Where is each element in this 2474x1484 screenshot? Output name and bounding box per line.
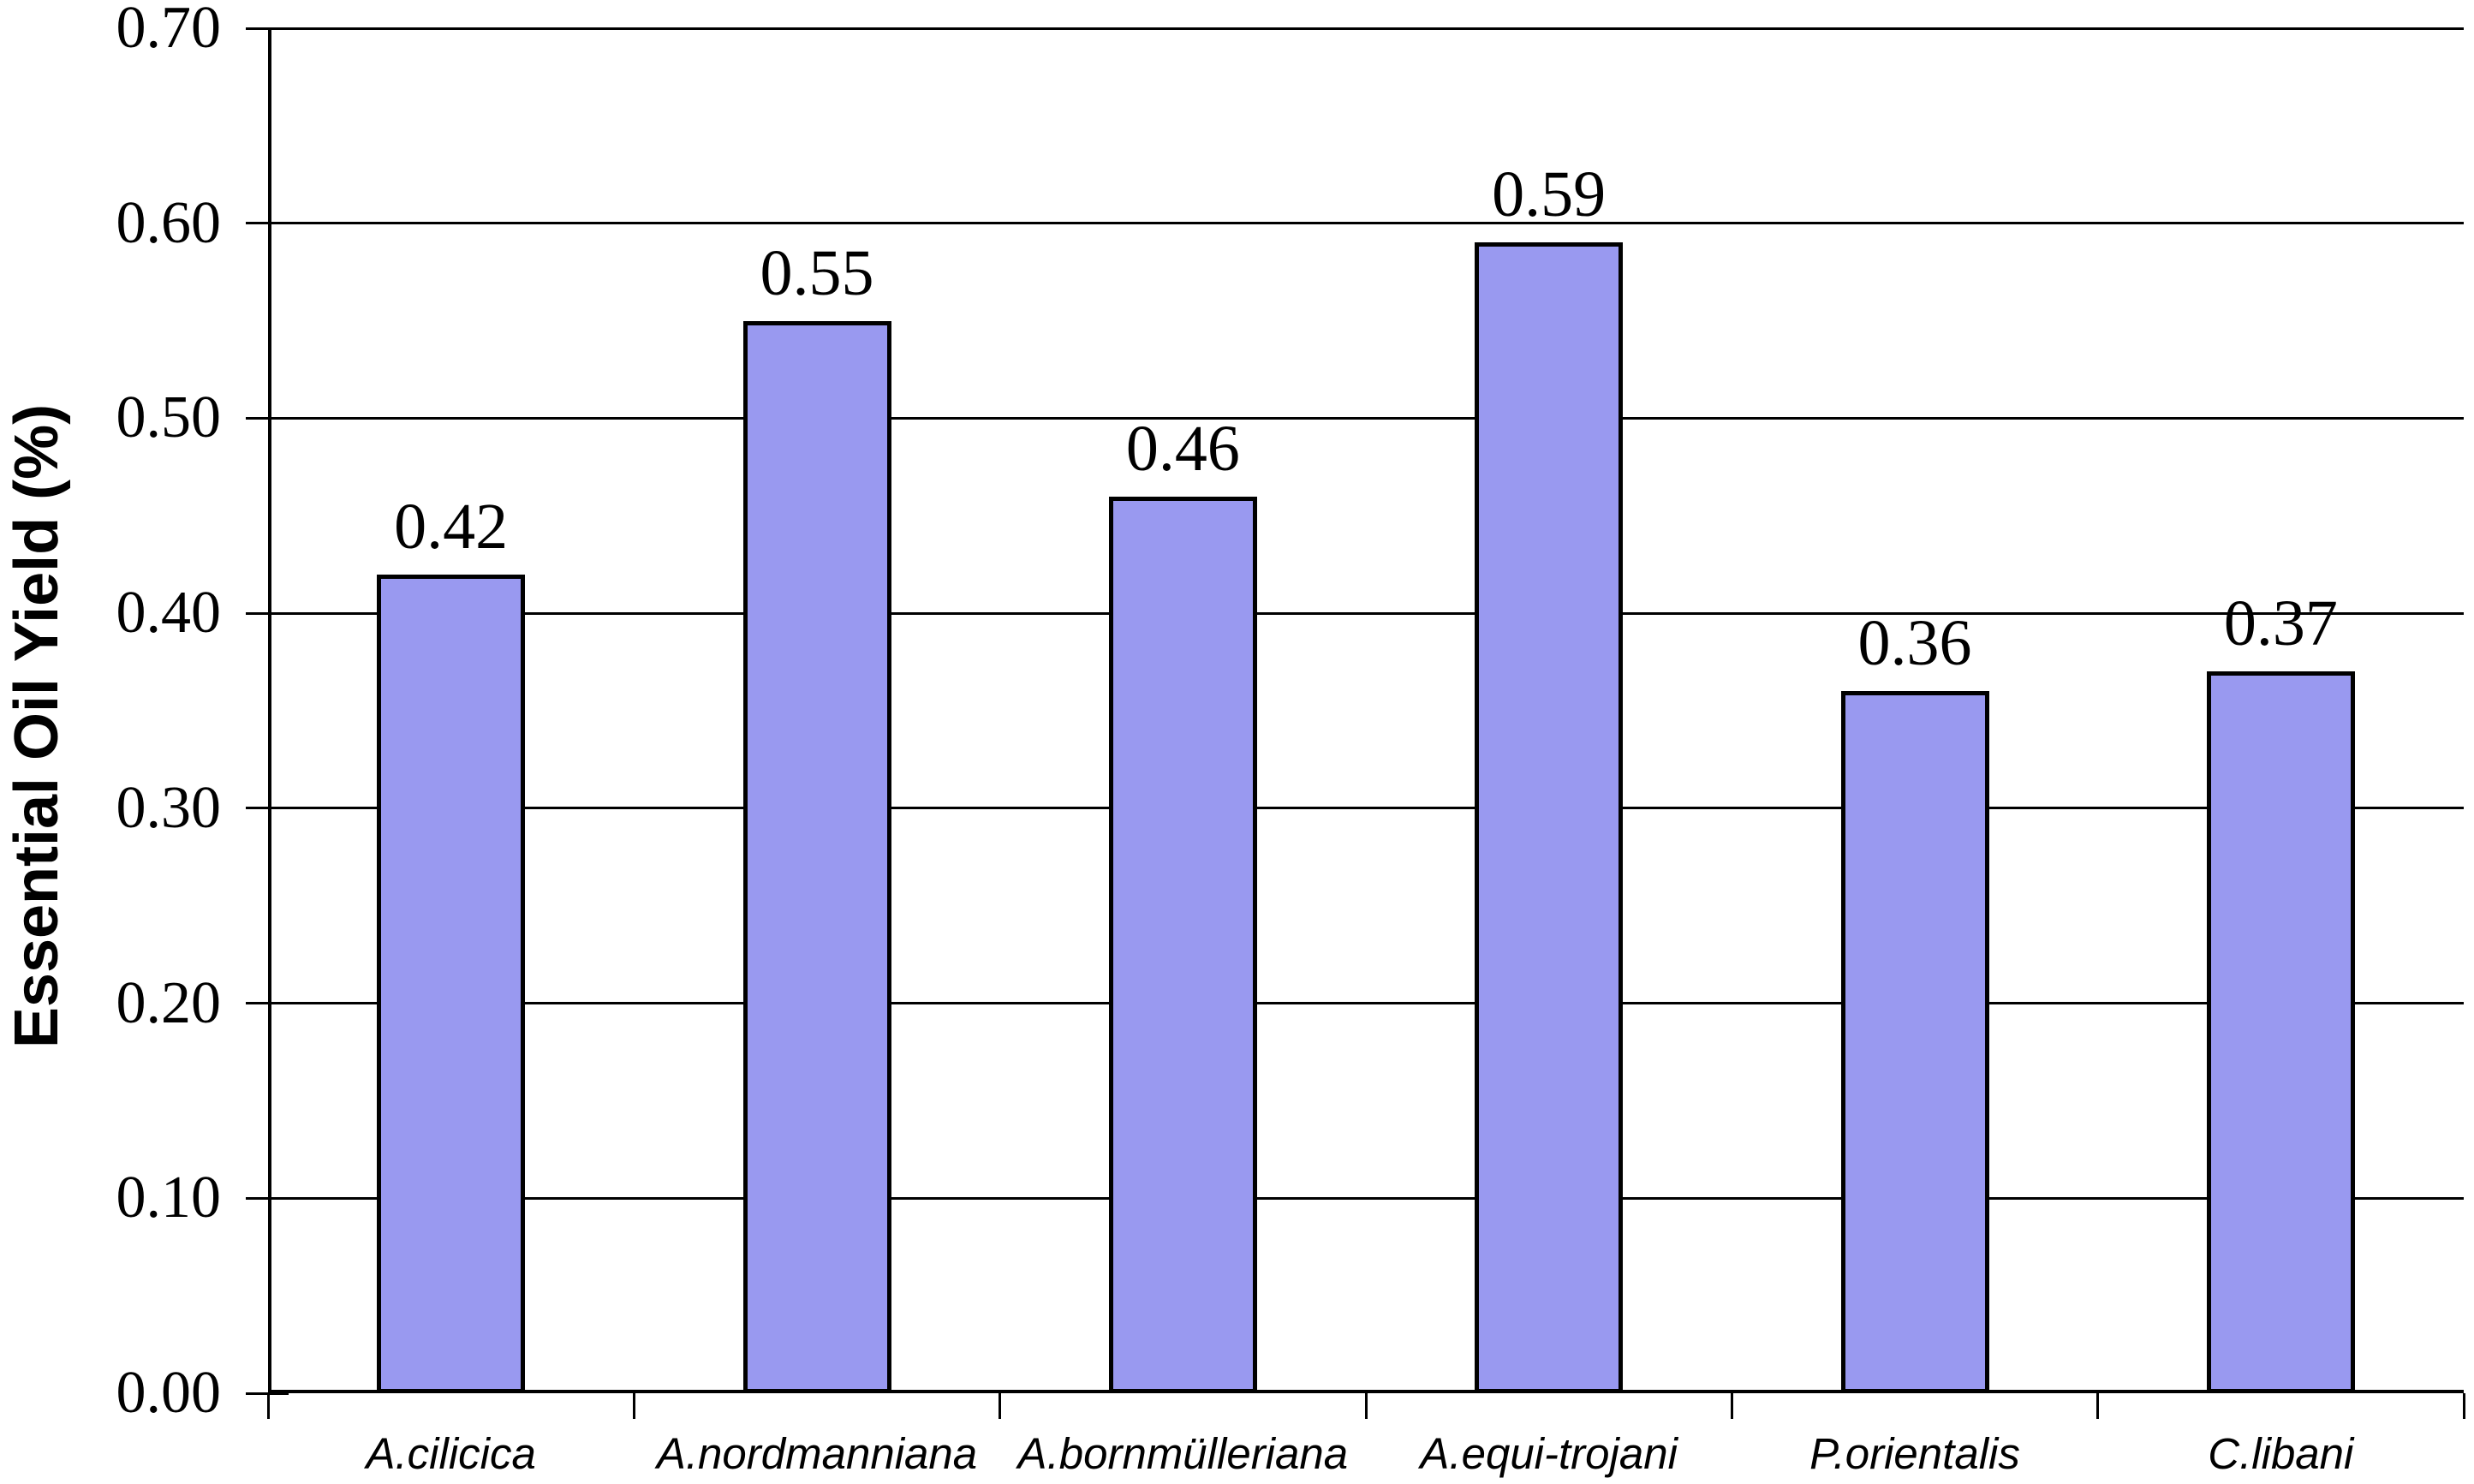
gridline <box>268 416 2464 420</box>
bar <box>742 320 891 1393</box>
x-category-label: A.nordmanniana <box>656 1429 978 1478</box>
y-tick-label: 0.10 <box>116 1165 222 1231</box>
gridline <box>268 1196 2464 1200</box>
bar <box>1475 242 1624 1393</box>
plot-area <box>268 28 2464 1393</box>
y-axis-tick <box>246 27 289 30</box>
y-axis-title: Essential Oil Yield (%) <box>3 403 71 1049</box>
y-axis-tick <box>246 611 289 615</box>
x-axis-tick <box>1730 1393 1733 1419</box>
x-axis-tick <box>2096 1393 2100 1419</box>
gridline <box>268 222 2464 225</box>
x-category-label: P.orientalis <box>1809 1429 2020 1478</box>
x-category-label: C.libani <box>2208 1429 2354 1478</box>
y-tick-label: 0.20 <box>116 969 222 1036</box>
y-tick-label: 0.70 <box>116 0 222 61</box>
x-axis-tick <box>266 1393 270 1419</box>
x-category-label: A.equi-trojani <box>1420 1429 1678 1478</box>
x-axis-tick <box>1364 1393 1368 1419</box>
bar-value-label: 0.59 <box>1492 158 1607 231</box>
y-axis-tick <box>246 807 289 810</box>
x-category-label: A.cilicica <box>366 1429 536 1478</box>
gridline <box>268 1002 2464 1005</box>
y-tick-label: 0.40 <box>116 580 222 647</box>
y-axis-tick <box>246 1196 289 1200</box>
gridline <box>268 27 2464 30</box>
bar-value-label: 0.36 <box>1857 607 1972 680</box>
bar-value-label: 0.55 <box>760 236 874 309</box>
y-axis-tick <box>246 1002 289 1005</box>
bar-value-label: 0.42 <box>394 490 509 563</box>
x-axis-tick <box>2462 1393 2465 1419</box>
bar-value-label: 0.46 <box>1125 412 1240 485</box>
gridline <box>268 807 2464 810</box>
y-tick-label: 0.60 <box>116 189 222 256</box>
bar-value-label: 0.37 <box>2223 587 2338 660</box>
bar <box>1108 496 1257 1393</box>
bar <box>1840 691 1989 1393</box>
y-tick-label: 0.50 <box>116 384 222 451</box>
gridline <box>268 611 2464 615</box>
x-axis-tick <box>999 1393 1002 1419</box>
bar <box>377 574 526 1393</box>
bar <box>2206 671 2355 1393</box>
y-tick-label: 0.30 <box>116 774 222 841</box>
y-axis-tick <box>246 416 289 420</box>
x-category-label: A.bornmülleriana <box>1017 1429 1349 1478</box>
x-axis-tick <box>632 1393 635 1419</box>
y-tick-label: 0.00 <box>116 1360 222 1426</box>
y-axis-tick <box>246 222 289 225</box>
